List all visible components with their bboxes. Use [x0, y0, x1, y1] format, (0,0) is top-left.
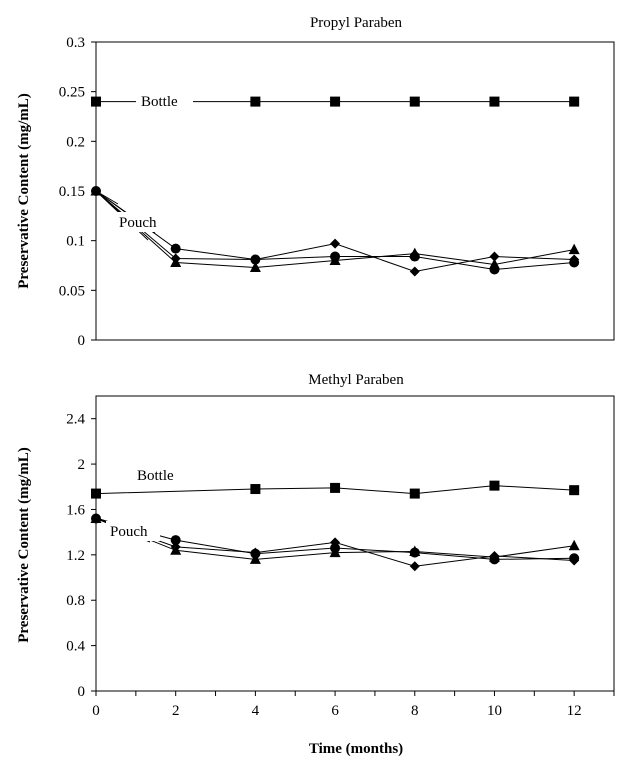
y-tick-label: 1.2 [66, 548, 85, 564]
methyl-plot-frame [95, 395, 615, 692]
data-point-triangle [329, 254, 341, 266]
data-point-triangle [90, 512, 102, 524]
data-point-diamond [250, 547, 261, 558]
x-tick-label: 0 [92, 703, 100, 719]
data-point-square [250, 484, 261, 495]
data-point-triangle [249, 261, 261, 272]
data-point-triangle [329, 546, 341, 558]
data-point-circle [170, 535, 181, 546]
methyl-y-ticks: 0 0.4 0.8 1.2 1.6 2 2.4 [66, 412, 96, 700]
data-point-diamond [569, 555, 580, 566]
propyl-pouch-annotation: Pouch [95, 190, 170, 241]
methyl-bottle-label: Bottle [137, 468, 174, 484]
data-point-square [91, 96, 101, 107]
data-point-diamond [250, 254, 261, 265]
y-tick-label: 0.8 [66, 593, 85, 609]
y-tick-label: 2 [78, 457, 86, 473]
methyl-paraben-title: Methyl Paraben [308, 372, 404, 388]
data-point-diamond [569, 254, 580, 265]
propyl-bottle-annotation: Bottle [136, 91, 193, 111]
data-point-square [330, 482, 341, 493]
data-point-triangle [170, 544, 182, 555]
y-tick-label: 0.4 [66, 639, 85, 655]
data-point-square [409, 96, 420, 107]
x-axis-label: Time (months) [309, 741, 403, 757]
data-point-square [409, 488, 420, 499]
propyl-y-ticks: 0 0.05 0.1 0.15 0.2 0.25 0.3 [59, 35, 96, 349]
methyl-pouch-annotation: Pouch [95, 517, 160, 543]
data-point-triangle [249, 553, 261, 564]
data-point-square [250, 96, 261, 107]
propyl-bottle-label: Bottle [141, 94, 178, 110]
data-point-triangle [488, 258, 500, 270]
data-point-diamond [409, 266, 420, 277]
data-point-diamond [330, 238, 341, 249]
y-tick-label: 0.15 [59, 184, 85, 200]
propyl-paraben-panel: Propyl Paraben Preservative Content (mg/… [16, 15, 615, 349]
y-tick-label: 0 [78, 333, 86, 349]
y-tick-label: 2.4 [66, 412, 85, 428]
data-point-triangle [409, 545, 421, 556]
data-point-diamond [489, 251, 500, 262]
methyl-paraben-panel: Methyl Paraben Preservative Content (mg/… [16, 372, 615, 757]
y-tick-label: 0.25 [59, 85, 85, 101]
x-tick-label: 6 [331, 703, 339, 719]
y-tick-label: 0.2 [66, 134, 85, 150]
x-tick-label: 4 [252, 703, 260, 719]
propyl-y-axis-label: Preservative Content (mg/mL) [16, 93, 32, 289]
data-point-triangle [170, 256, 182, 268]
methyl-bottle-annotation: Bottle [134, 465, 189, 485]
propyl-plot-frame [95, 41, 615, 341]
x-tick-label: 8 [411, 703, 419, 719]
data-point-triangle [409, 247, 421, 259]
y-tick-label: 0.3 [66, 35, 85, 51]
y-tick-label: 0.1 [66, 234, 85, 250]
methyl-series [90, 480, 580, 572]
propyl-series [90, 96, 580, 277]
y-tick-label: 0.05 [59, 283, 85, 299]
x-tick-label: 2 [172, 703, 180, 719]
data-point-circle [170, 243, 181, 254]
data-point-square [91, 488, 101, 499]
propyl-pouch-label: Pouch [119, 215, 157, 231]
data-point-diamond [409, 561, 420, 572]
data-point-triangle [488, 551, 500, 562]
data-point-square [489, 480, 500, 491]
methyl-y-axis-label: Preservative Content (mg/mL) [16, 447, 32, 643]
data-point-triangle [568, 539, 580, 551]
y-tick-label: 1.6 [66, 502, 85, 518]
propyl-paraben-title: Propyl Paraben [310, 15, 403, 31]
data-point-square [330, 96, 341, 107]
data-point-square [489, 96, 500, 107]
data-point-diamond [330, 537, 341, 548]
x-tick-label: 10 [487, 703, 502, 719]
methyl-x-ticks: 0 2 4 6 8 10 12 [92, 691, 615, 719]
y-tick-label: 0 [78, 684, 86, 700]
x-tick-label: 12 [567, 703, 582, 719]
methyl-pouch-label: Pouch [110, 524, 148, 540]
data-point-triangle [568, 243, 580, 255]
data-point-square [569, 96, 580, 107]
data-point-square [569, 485, 580, 496]
series-line-square [95, 485, 575, 495]
